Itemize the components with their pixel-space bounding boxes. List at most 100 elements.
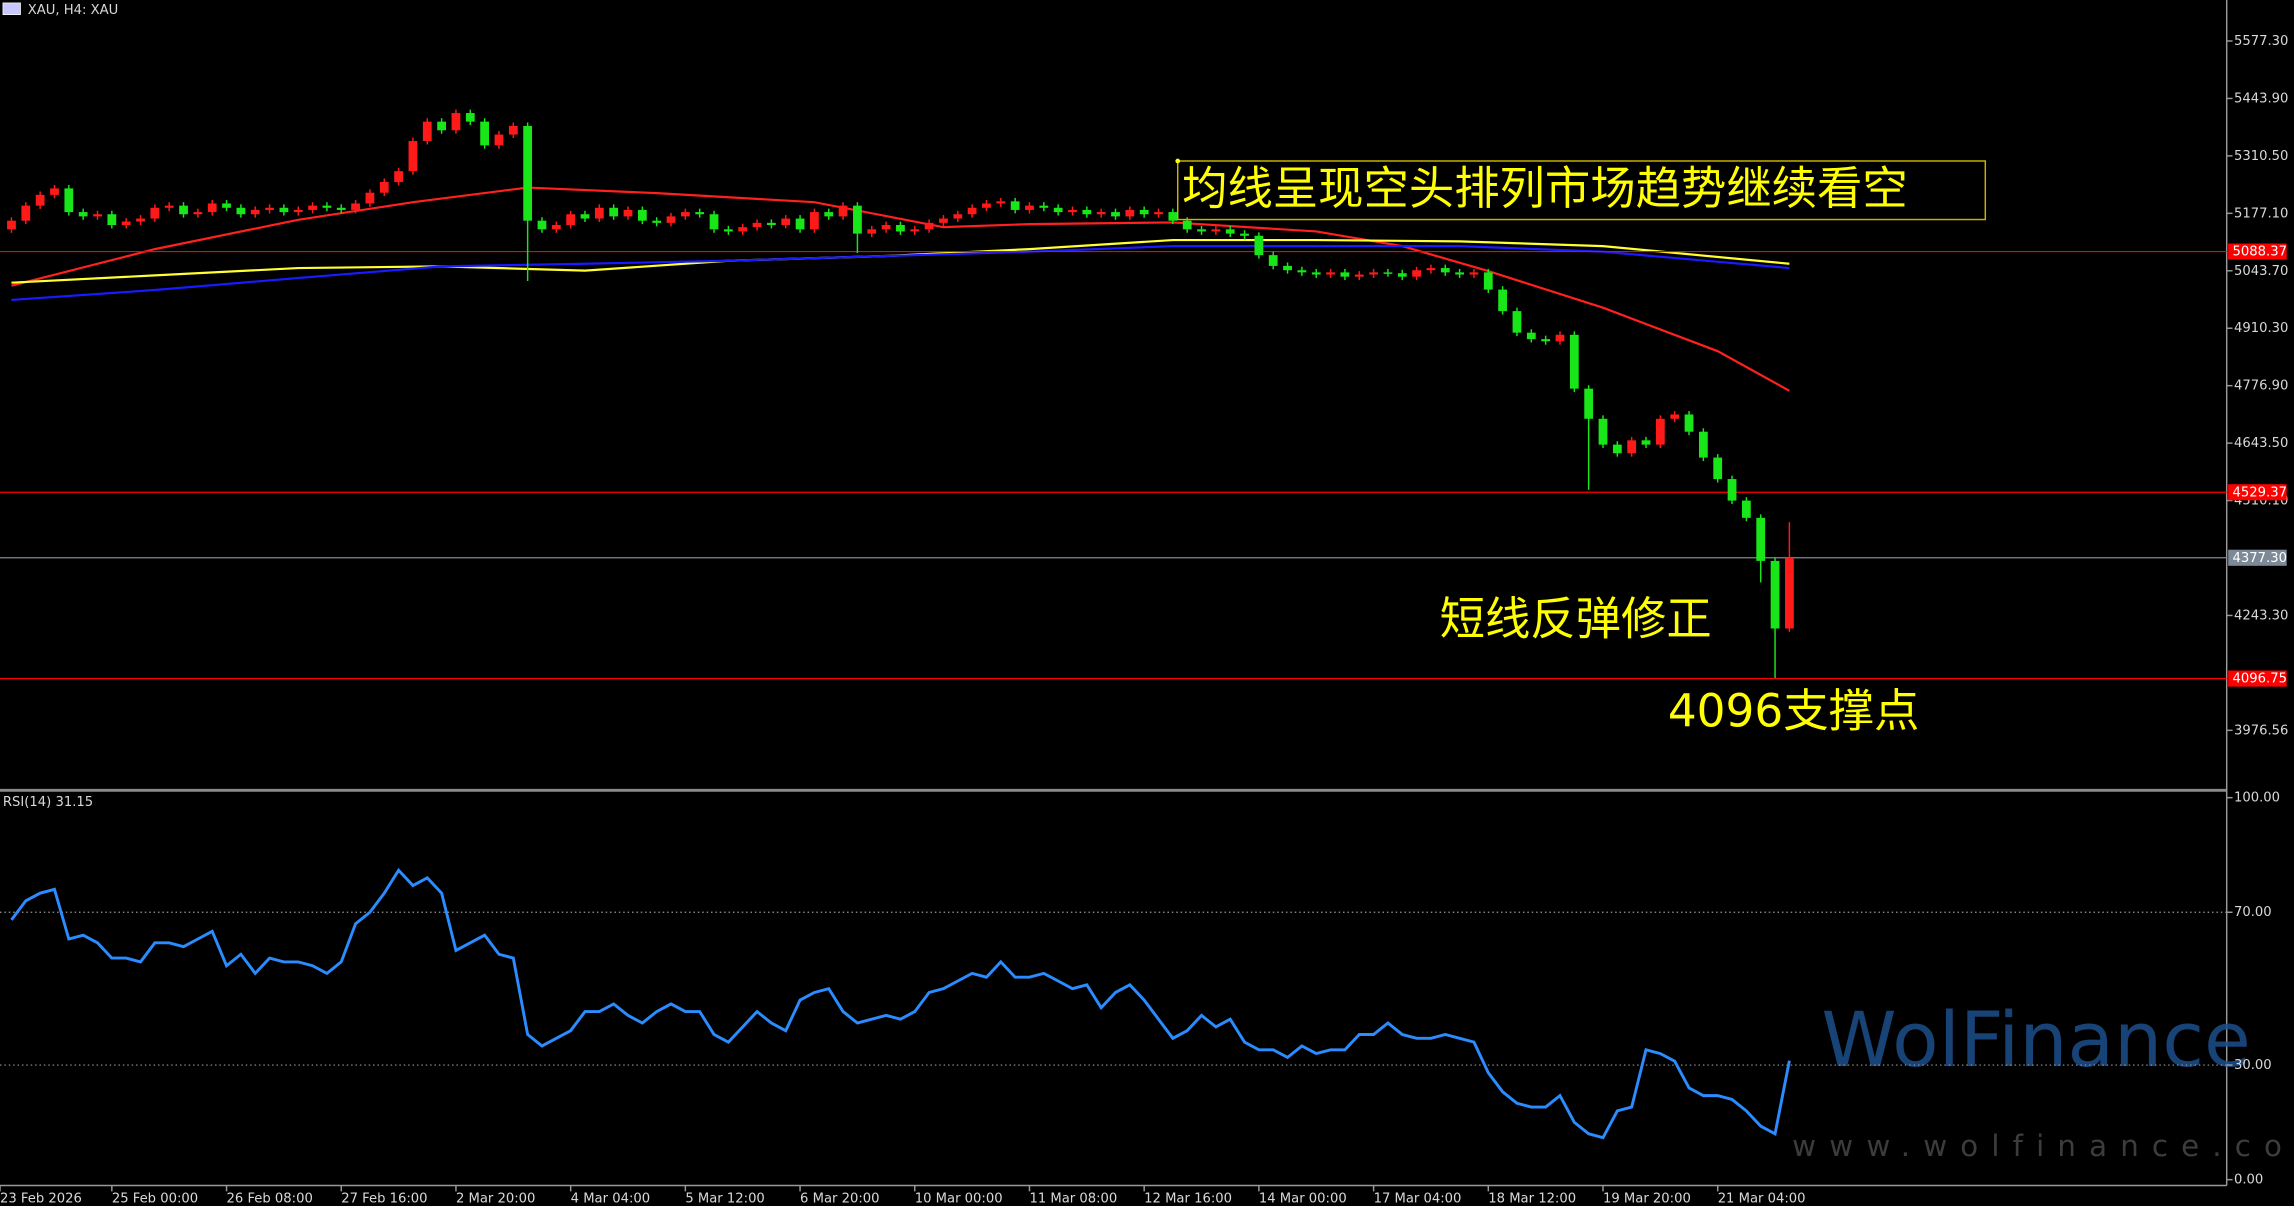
candle-body <box>939 218 948 223</box>
x-tick-label: 14 Mar 00:00 <box>1259 1192 1347 1206</box>
candle-body <box>121 221 131 226</box>
x-tick-label: 12 Mar 16:00 <box>1144 1192 1232 1206</box>
candle-body <box>21 205 31 221</box>
y-tick-label: 5443.90 <box>2234 91 2288 106</box>
plot-layer: 5577.30 5443.90 5310.50 5177.10 5043.70 4910.… <box>0 34 2288 1206</box>
candle-body <box>1627 440 1637 454</box>
candle-body <box>1569 334 1579 389</box>
candle-body <box>265 207 274 210</box>
candle-body <box>1297 270 1307 273</box>
x-tick-label: 10 Mar 00:00 <box>915 1192 1003 1206</box>
annotation-ma-trend: 均线呈现空头排列市场趋势继续看空 <box>1182 162 1908 215</box>
y-tick-label: 5177.10 <box>2234 206 2288 221</box>
candle-body <box>1655 418 1665 445</box>
candle-body <box>1713 457 1723 480</box>
candle-body <box>867 229 877 234</box>
candle-body <box>982 203 991 208</box>
price-level-box <box>2228 243 2287 260</box>
candle-body <box>1397 273 1407 277</box>
candle-body <box>336 207 346 210</box>
candle-body <box>523 125 533 221</box>
candle-body <box>1154 212 1163 215</box>
candle-body <box>308 205 317 210</box>
candle-body <box>781 218 791 226</box>
candle-body <box>422 121 432 142</box>
candle-body <box>64 188 74 213</box>
rsi-name: RSI(14) <box>3 795 51 810</box>
candle-body <box>652 220 662 223</box>
candle-body <box>637 209 647 221</box>
moving-average-line <box>11 245 1790 302</box>
candle-body <box>1412 270 1421 277</box>
candle-body <box>738 227 748 232</box>
candle-body <box>723 229 733 232</box>
candle-body <box>1354 274 1364 277</box>
candle-body <box>365 192 375 204</box>
candle-body <box>7 220 16 230</box>
y-tick-label: 4643.50 <box>2234 436 2288 451</box>
candle-body <box>580 214 590 219</box>
candle-body <box>853 205 862 234</box>
candle-body <box>136 218 145 222</box>
candle-body <box>236 207 246 215</box>
candle-body <box>164 205 174 208</box>
candle-body <box>795 218 805 230</box>
candle-body <box>1096 212 1106 215</box>
price-level-box <box>2228 549 2287 566</box>
candle-body <box>680 212 690 217</box>
candle-body <box>1168 212 1178 221</box>
y-tick-label: 4776.90 <box>2234 379 2288 394</box>
candle-body <box>1326 272 1335 275</box>
y-tick-label: 5310.50 <box>2234 149 2288 164</box>
candle-body <box>150 207 160 219</box>
x-tick-label: 26 Feb 08:00 <box>227 1192 313 1206</box>
symbol-icon <box>2 2 21 16</box>
x-tick-label: 27 Feb 16:00 <box>341 1192 427 1206</box>
candle-body <box>1698 431 1708 458</box>
candle-body <box>1254 235 1264 256</box>
candle-body <box>1785 557 1794 629</box>
candle-body <box>824 212 834 217</box>
annotation-box <box>1176 160 1987 221</box>
y-tick-label: 0.00 <box>2234 1173 2263 1188</box>
candle-body <box>967 207 977 215</box>
chart-title: XAU, H4: XAU <box>28 3 119 18</box>
candle-body <box>451 113 461 131</box>
candle-body <box>1612 444 1622 454</box>
x-tick-label: 2 Mar 20:00 <box>456 1192 535 1206</box>
rsi-line <box>10 867 1791 1140</box>
candle-body <box>394 171 403 182</box>
candle-body <box>1584 388 1594 419</box>
x-tick-label: 17 Mar 04:00 <box>1374 1192 1462 1206</box>
candle-body <box>1483 272 1493 290</box>
x-tick-label: 19 Mar 20:00 <box>1603 1192 1691 1206</box>
x-tick-label: 25 Feb 00:00 <box>112 1192 198 1206</box>
candle-body <box>437 121 447 131</box>
candle-body <box>1756 517 1766 561</box>
y-tick-label: 30.00 <box>2234 1058 2272 1073</box>
candle-body <box>1010 201 1020 210</box>
x-tick-label: 21 Mar 04:00 <box>1718 1192 1806 1206</box>
y-tick-label: 3976.56 <box>2234 723 2288 738</box>
candle-body <box>709 214 719 230</box>
candle-body <box>1670 414 1680 419</box>
candle-body <box>107 214 117 226</box>
y-tick-label: 70.00 <box>2234 905 2272 920</box>
candle-body <box>838 205 848 217</box>
candle-body <box>1053 207 1063 213</box>
candle-body <box>1039 205 1049 208</box>
candle-body <box>594 207 604 219</box>
annotation-support: 4096支撑点 <box>1668 685 1919 738</box>
candle-body <box>752 222 762 228</box>
candle-body <box>1555 334 1565 342</box>
candle-body <box>1268 255 1278 266</box>
candle-body <box>207 203 217 213</box>
candle-body <box>379 181 389 193</box>
candle-body <box>1383 272 1393 274</box>
candle-body <box>623 209 633 217</box>
candle-body <box>179 205 188 215</box>
candle-body <box>766 222 776 226</box>
price-level-box <box>2228 670 2287 687</box>
candle-body <box>322 205 332 208</box>
